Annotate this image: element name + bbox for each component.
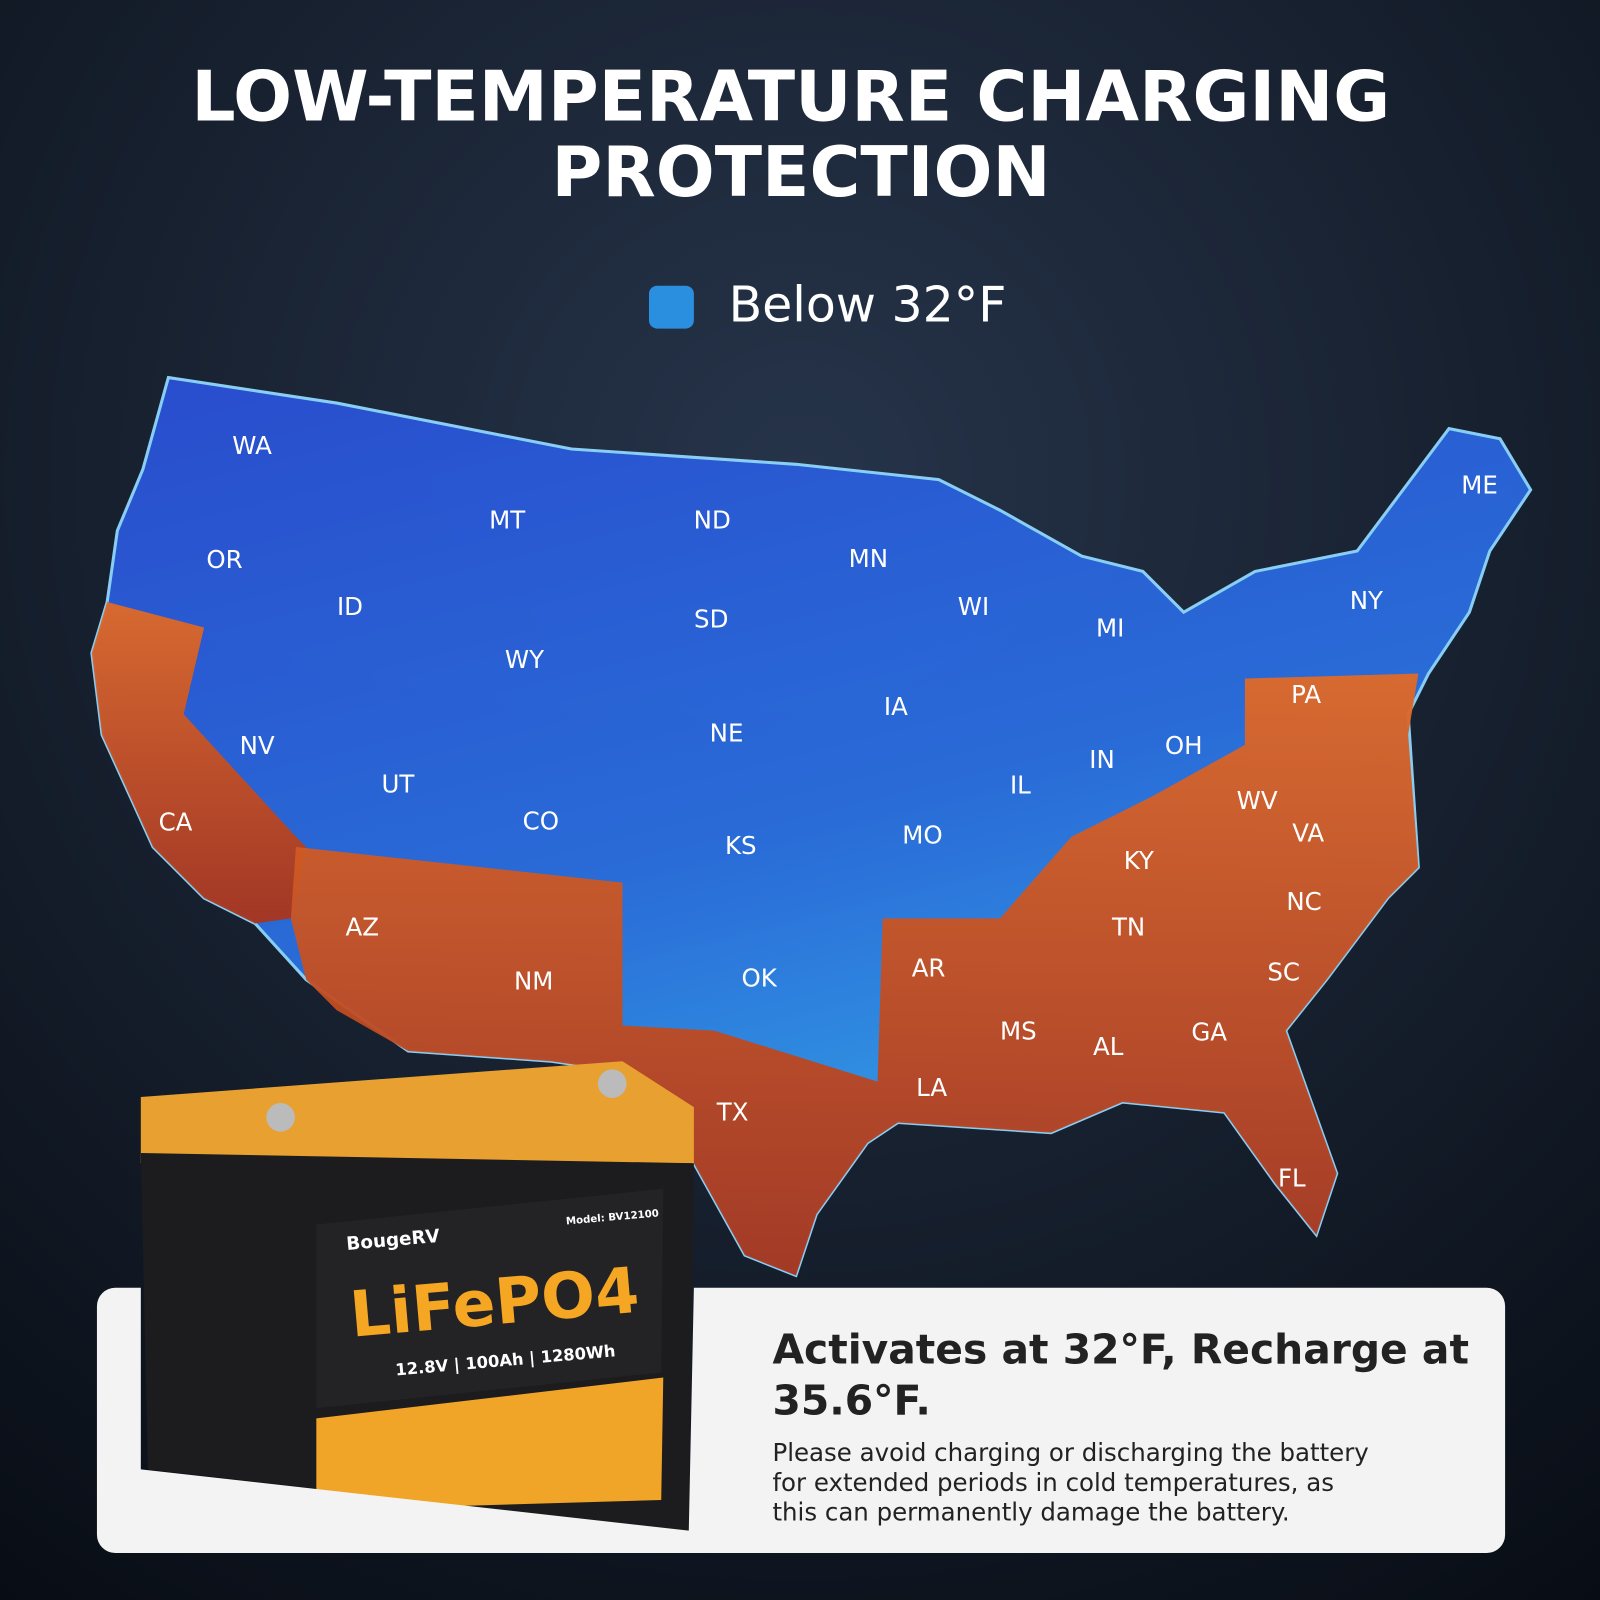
state-label: ME xyxy=(1461,471,1498,500)
map: WA OR ID MT ND MN SD WY WI MI NY ME NV UT CO NE IA IL IN OH… xyxy=(90,375,1533,1278)
legend-label: Below 32°F xyxy=(729,277,1007,334)
card-heading: 35.6°F. xyxy=(772,1376,930,1424)
card-body: Please avoid charging or discharging the… xyxy=(772,1438,1368,1467)
battery: BougeRV Model: BV12100 LiFePO4 12.8V | 1… xyxy=(140,1061,694,1531)
state-label: NC xyxy=(1286,887,1321,916)
card-body: this can permanently damage the battery. xyxy=(772,1497,1289,1526)
state-label: MN xyxy=(849,544,888,573)
state-label: AZ xyxy=(345,913,379,942)
state-label: CO xyxy=(523,806,559,835)
state-label: PA xyxy=(1291,680,1321,709)
state-label: CA xyxy=(159,807,193,836)
state-label: FL xyxy=(1278,1164,1306,1193)
state-label: ID xyxy=(337,592,363,621)
legend-swatch xyxy=(648,285,694,329)
state-label: NY xyxy=(1350,586,1383,615)
state-label: WV xyxy=(1237,786,1278,815)
state-label: MS xyxy=(1000,1017,1037,1046)
state-label: TX xyxy=(716,1097,749,1126)
title: PROTECTION xyxy=(551,133,1050,213)
title: LOW-TEMPERATURE CHARGING xyxy=(191,57,1390,137)
state-label: SC xyxy=(1267,957,1300,986)
state-label: IL xyxy=(1010,771,1031,800)
info-card xyxy=(96,1287,1506,1554)
state-label: KY xyxy=(1124,846,1154,875)
state-label: AR xyxy=(912,953,946,982)
state-label: OR xyxy=(206,545,242,574)
card-body: for extended periods in cold temperature… xyxy=(772,1468,1334,1497)
state-label: ND xyxy=(694,505,731,534)
state-label: LA xyxy=(916,1073,947,1102)
state-label: MT xyxy=(489,505,526,534)
state-label: AL xyxy=(1093,1032,1124,1061)
state-label: WY xyxy=(505,645,544,674)
state-label: SD xyxy=(694,604,728,633)
state-label: MO xyxy=(902,821,942,850)
state-label: TN xyxy=(1111,913,1145,942)
warm-region xyxy=(91,602,307,924)
state-label: GA xyxy=(1191,1018,1227,1047)
state-label: NV xyxy=(240,731,275,760)
warm-region xyxy=(290,673,1419,1276)
state-label: NE xyxy=(710,719,744,748)
state-label: NM xyxy=(514,967,553,996)
state-label: IN xyxy=(1089,745,1115,774)
state-label: KS xyxy=(725,831,757,860)
state-label: OK xyxy=(742,964,778,993)
state-label: OH xyxy=(1165,731,1203,760)
state-label: IA xyxy=(884,692,908,721)
state-label: MI xyxy=(1096,614,1124,643)
state-label: VA xyxy=(1292,819,1324,848)
state-label: WA xyxy=(232,431,272,460)
card-heading: Activates at 32°F, Recharge at xyxy=(772,1325,1469,1373)
state-label: UT xyxy=(382,770,416,799)
state-label: WI xyxy=(958,592,989,621)
